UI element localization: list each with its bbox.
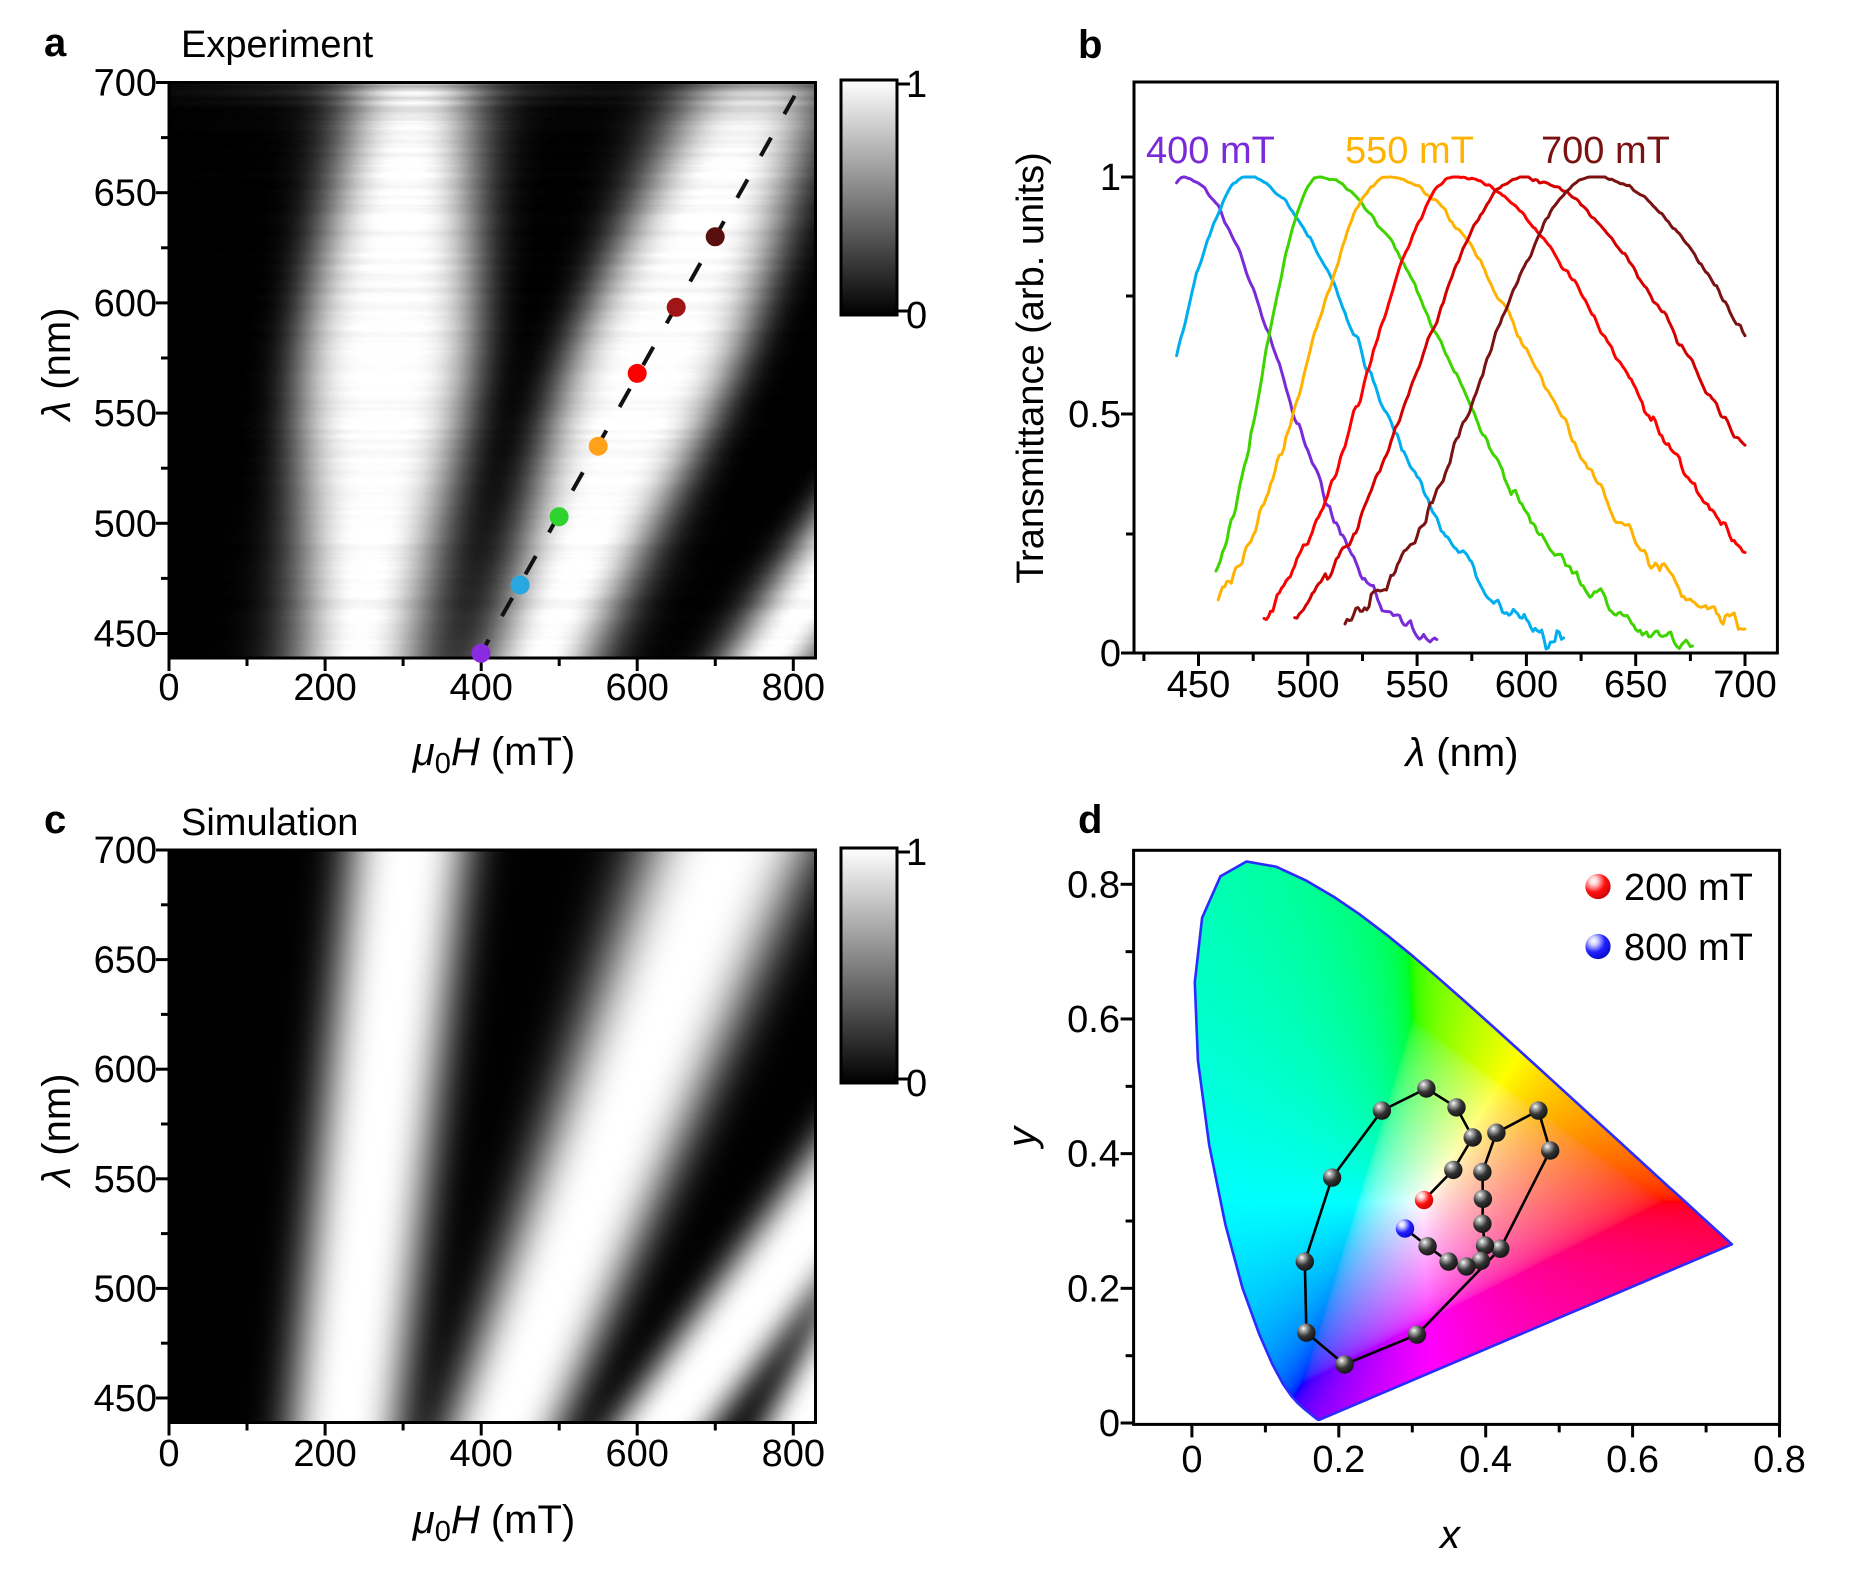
svg-text:200: 200 <box>293 1433 356 1475</box>
svg-text:700: 700 <box>1713 664 1776 706</box>
svg-text:400: 400 <box>449 1433 512 1475</box>
svg-text:0.4: 0.4 <box>1067 1134 1120 1176</box>
svg-text:Transmittance (arb. units): Transmittance (arb. units) <box>1010 152 1052 584</box>
svg-text:0.5: 0.5 <box>1068 394 1121 436</box>
svg-text:1: 1 <box>906 832 927 874</box>
svg-text:μ0H (mT): μ0H (mT) <box>412 730 575 780</box>
svg-text:600: 600 <box>94 283 157 325</box>
svg-text:0.8: 0.8 <box>1067 864 1120 906</box>
svg-text:200 mT: 200 mT <box>1624 867 1753 909</box>
svg-text:1: 1 <box>906 64 927 106</box>
svg-text:0.4: 0.4 <box>1459 1439 1512 1481</box>
svg-text:550: 550 <box>94 1159 157 1201</box>
svg-text:800: 800 <box>762 1433 825 1475</box>
svg-text:d: d <box>1078 798 1102 842</box>
svg-text:650: 650 <box>94 940 157 982</box>
svg-text:0: 0 <box>906 1063 927 1105</box>
svg-text:200: 200 <box>293 667 356 709</box>
svg-text:500: 500 <box>94 1268 157 1310</box>
svg-text:1: 1 <box>1100 157 1121 199</box>
svg-text:0: 0 <box>158 667 179 709</box>
svg-text:600: 600 <box>94 1049 157 1091</box>
svg-text:Simulation: Simulation <box>181 802 358 844</box>
svg-text:λ (nm): λ (nm) <box>35 307 79 422</box>
svg-text:0.6: 0.6 <box>1067 999 1120 1041</box>
svg-text:0.6: 0.6 <box>1606 1439 1659 1481</box>
svg-text:600: 600 <box>1495 664 1558 706</box>
svg-text:700: 700 <box>94 830 157 872</box>
svg-text:0: 0 <box>1099 1403 1120 1445</box>
svg-text:550: 550 <box>1385 664 1448 706</box>
svg-text:650: 650 <box>94 173 157 215</box>
svg-text:0: 0 <box>906 295 927 337</box>
svg-text:700: 700 <box>94 63 157 105</box>
svg-text:μ0H (mT): μ0H (mT) <box>412 1498 575 1548</box>
svg-text:0.8: 0.8 <box>1753 1439 1806 1481</box>
svg-text:0: 0 <box>1181 1439 1202 1481</box>
svg-text:b: b <box>1078 23 1102 67</box>
svg-text:500: 500 <box>1276 664 1339 706</box>
svg-text:0: 0 <box>158 1433 179 1475</box>
svg-text:0: 0 <box>1100 633 1121 675</box>
svg-text:500: 500 <box>94 503 157 545</box>
svg-text:600: 600 <box>605 1433 668 1475</box>
svg-text:800 mT: 800 mT <box>1624 927 1753 969</box>
svg-text:550: 550 <box>94 393 157 435</box>
svg-text:450: 450 <box>1167 664 1230 706</box>
svg-text:λ (nm): λ (nm) <box>35 1073 79 1188</box>
svg-text:650: 650 <box>1604 664 1667 706</box>
svg-text:400: 400 <box>449 667 512 709</box>
svg-text:a: a <box>44 21 67 65</box>
svg-text:450: 450 <box>94 614 157 656</box>
svg-text:0.2: 0.2 <box>1312 1439 1365 1481</box>
svg-text:Experiment: Experiment <box>181 24 374 66</box>
svg-text:800: 800 <box>762 667 825 709</box>
svg-text:700 mT: 700 mT <box>1541 130 1670 172</box>
svg-text:450: 450 <box>94 1378 157 1420</box>
svg-text:c: c <box>44 798 66 842</box>
svg-text:y: y <box>1000 1124 1044 1150</box>
svg-text:550 mT: 550 mT <box>1345 130 1474 172</box>
svg-text:400 mT: 400 mT <box>1146 130 1275 172</box>
svg-text:λ (nm): λ (nm) <box>1403 731 1518 775</box>
svg-text:600: 600 <box>605 667 668 709</box>
svg-text:0.2: 0.2 <box>1067 1268 1120 1310</box>
svg-text:x: x <box>1438 1513 1462 1557</box>
